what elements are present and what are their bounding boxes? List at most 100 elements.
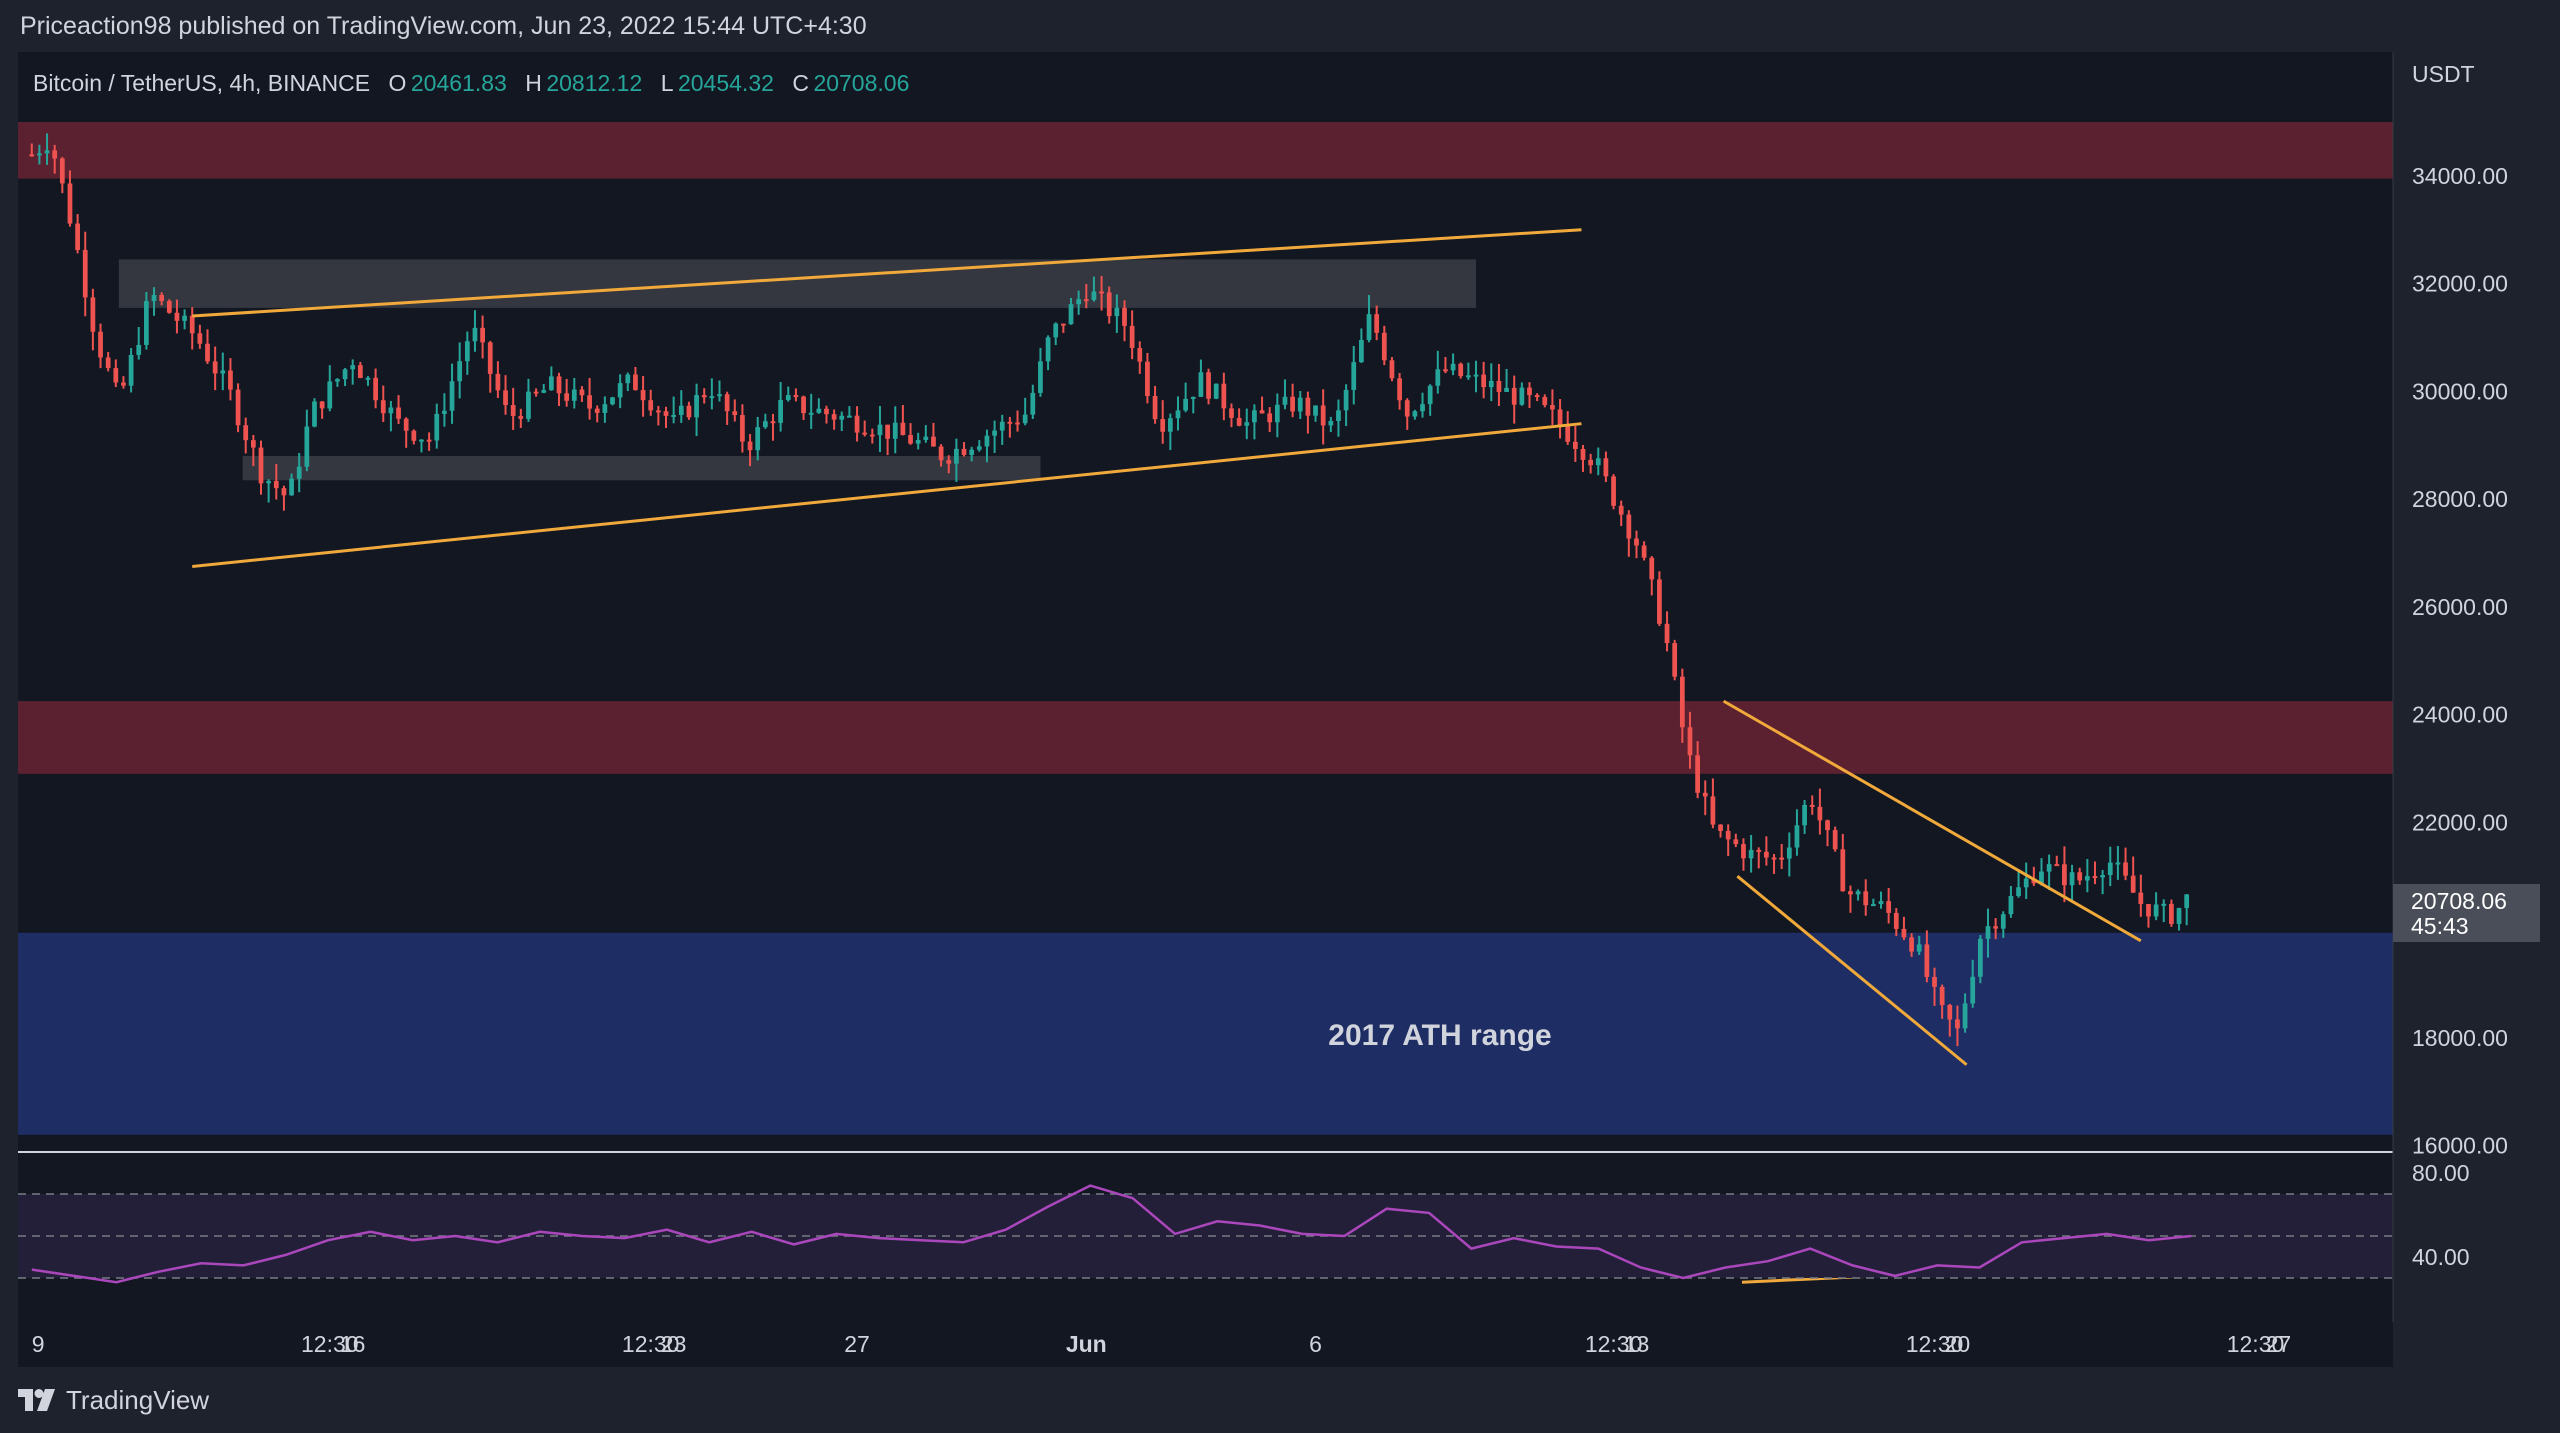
- candle-body: [2153, 904, 2159, 917]
- candle-body: [1359, 340, 1364, 363]
- price-tick-label: 26000.00: [2412, 594, 2508, 620]
- candle-body: [839, 415, 845, 420]
- candle-body: [1481, 374, 1487, 388]
- zone-label: 2017 ATH range: [1328, 1019, 1551, 1052]
- candle-body: [243, 425, 249, 441]
- candle-body: [1106, 292, 1112, 317]
- open-key: O: [389, 70, 407, 96]
- low-key: L: [661, 70, 674, 96]
- price-tick-label: 32000.00: [2412, 271, 2508, 297]
- candle-body: [1496, 380, 1502, 392]
- candle-body: [159, 294, 165, 302]
- candle-body: [747, 441, 753, 451]
- candle-body: [1267, 413, 1273, 423]
- candle-body: [923, 436, 929, 440]
- candle-body: [1450, 363, 1456, 371]
- candle-body: [1473, 374, 1479, 377]
- candle-body: [1274, 404, 1280, 423]
- candle-body: [640, 390, 646, 401]
- candle-body: [1725, 830, 1731, 840]
- countdown-label: 45:43: [2411, 913, 2469, 939]
- candle-body: [1145, 361, 1150, 396]
- candle-body: [52, 150, 58, 159]
- price-tick-label: 24000.00: [2412, 702, 2508, 728]
- trendline-wedge-upper: [1722, 699, 2142, 943]
- candle-body: [1595, 458, 1601, 466]
- candle-body: [908, 435, 913, 444]
- candle-body: [510, 405, 516, 416]
- time-tick-label: 27: [844, 1331, 870, 1357]
- time-tick-label: 12:30: [1585, 1331, 1643, 1357]
- candle-body: [2100, 875, 2105, 878]
- candle-body: [1679, 676, 1685, 728]
- candle-body: [1015, 422, 1020, 425]
- candle-body: [1038, 361, 1043, 393]
- range-boxes-layer: [118, 259, 1477, 481]
- candle-body: [419, 439, 424, 442]
- symbol-legend: Bitcoin / TetherUS, 4h, BINANCE O 20461.…: [33, 70, 909, 96]
- candle-body: [1527, 387, 1532, 396]
- candle-body: [1213, 383, 1219, 399]
- candle-body: [1022, 414, 1028, 424]
- price-tick-label: 22000.00: [2412, 809, 2508, 835]
- time-tick-label: Jun: [1066, 1331, 1107, 1357]
- candle-body: [1053, 323, 1059, 338]
- candle-body: [594, 408, 600, 413]
- candle-body: [2107, 862, 2113, 876]
- candle-body: [1007, 421, 1013, 424]
- candle-body: [2169, 903, 2174, 924]
- candle-body: [273, 480, 279, 489]
- candle-body: [1825, 820, 1830, 831]
- candle-body: [1458, 363, 1464, 377]
- candle-body: [464, 341, 470, 362]
- candle-body: [1152, 395, 1158, 420]
- candle-body: [686, 405, 692, 418]
- candle-body: [220, 370, 226, 374]
- candle-body: [1114, 307, 1120, 317]
- candle-body: [2123, 862, 2128, 876]
- candle-body: [1129, 325, 1135, 349]
- candle-body: [289, 478, 294, 496]
- candle-body: [105, 357, 111, 369]
- high-key: H: [525, 70, 542, 96]
- candle-body: [166, 301, 172, 313]
- candle-body: [1695, 755, 1700, 793]
- candle-body: [961, 448, 967, 455]
- candle-body: [59, 158, 65, 184]
- candle-body: [1817, 806, 1823, 821]
- candle-body: [1786, 847, 1792, 859]
- candle-body: [1427, 385, 1433, 405]
- candle-body: [1916, 944, 1922, 952]
- candle-body: [1702, 792, 1708, 797]
- candle-body: [1397, 378, 1402, 401]
- candle-body: [892, 422, 898, 439]
- candle-body: [396, 407, 401, 419]
- candle-body: [319, 401, 325, 409]
- tradingview-logo[interactable]: TradingView: [18, 1383, 209, 1417]
- candle-body: [2000, 914, 2006, 929]
- high-value: 20812.12: [546, 70, 642, 96]
- candle-body: [541, 390, 547, 393]
- candle-body: [1962, 1003, 1968, 1029]
- candle-body: [1649, 557, 1655, 580]
- candle-body: [144, 301, 149, 345]
- price-chart[interactable]: 2017 ATH range 80.00 40.00 34000.00 32000.…: [0, 52, 2560, 1367]
- candle-body: [29, 154, 35, 157]
- candle-body: [755, 427, 761, 451]
- candle-body: [2016, 887, 2021, 897]
- candle-body: [1488, 380, 1494, 388]
- candle-body: [1290, 396, 1295, 412]
- candle-body: [1764, 851, 1769, 858]
- candle-body: [1886, 901, 1892, 913]
- candle-body: [571, 389, 577, 401]
- symbol-name: Bitcoin / TetherUS, 4h, BINANCE: [33, 70, 370, 96]
- candle-body: [778, 399, 783, 423]
- time-tick-label: 20: [1945, 1331, 1971, 1357]
- candle-body: [1297, 397, 1303, 412]
- candle-body: [1366, 314, 1372, 341]
- candle-body: [1343, 389, 1349, 411]
- candle-body: [1420, 404, 1425, 412]
- candle-body: [373, 377, 378, 401]
- candle-body: [2130, 875, 2136, 893]
- footer: TradingView: [0, 1367, 2560, 1433]
